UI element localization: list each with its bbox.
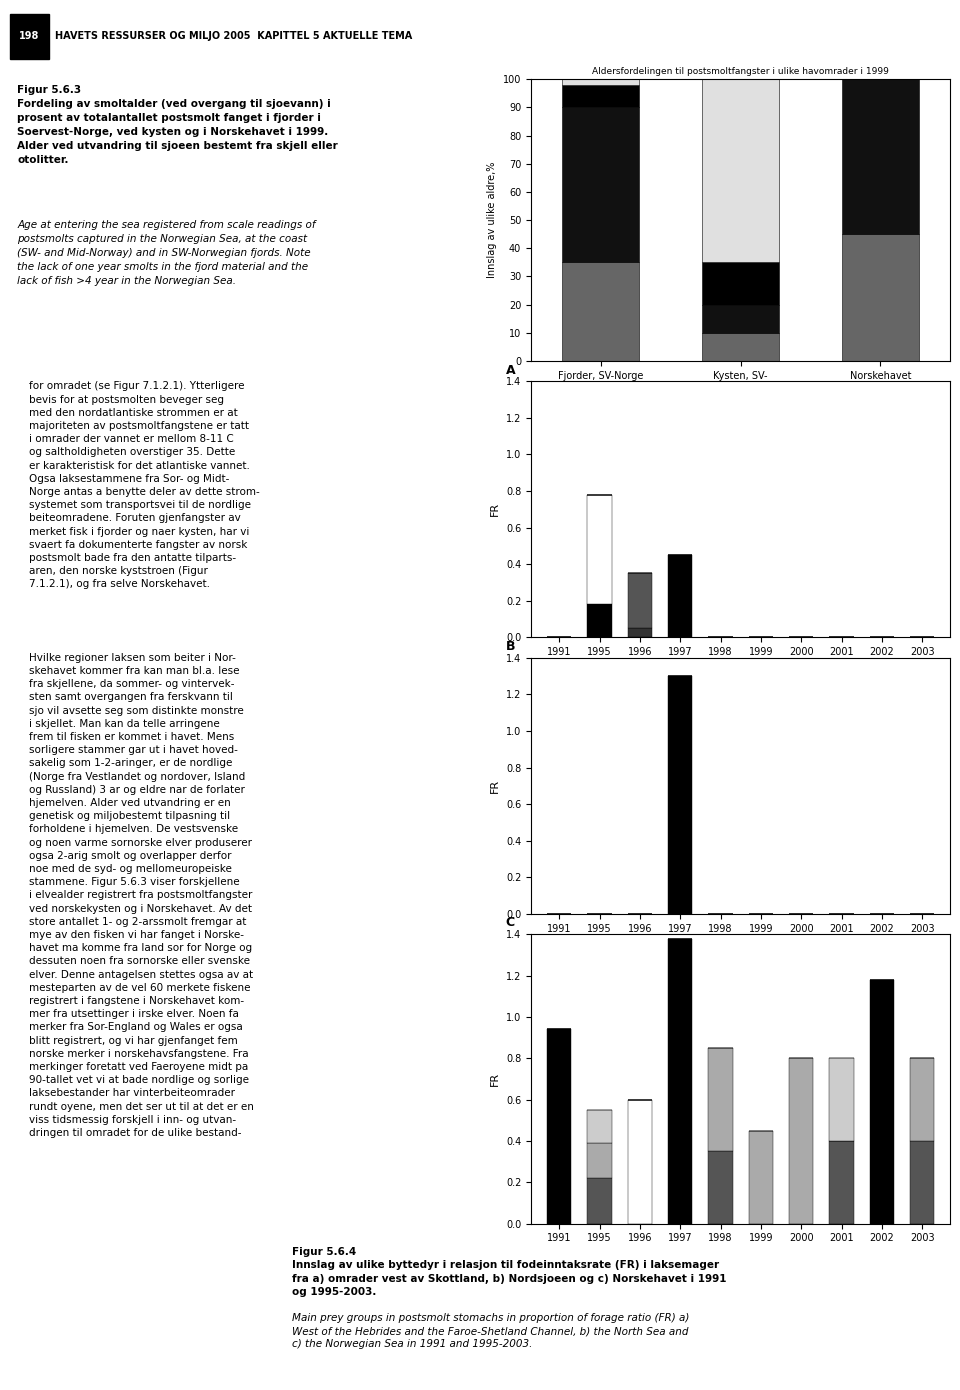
Text: 198: 198: [19, 32, 39, 42]
Bar: [588, 495, 612, 605]
Text: C: C: [506, 916, 515, 929]
Bar: [749, 1130, 773, 1223]
Y-axis label: FR: FR: [491, 1072, 500, 1086]
Bar: [588, 1111, 612, 1143]
Bar: [708, 1151, 732, 1223]
Bar: [842, 234, 919, 361]
Title: Aldersfordelingen til postsmoltfangster i ulike havomrader i 1999: Aldersfordelingen til postsmoltfangster …: [592, 67, 889, 75]
Bar: [703, 304, 780, 332]
Bar: [563, 263, 639, 361]
Bar: [789, 1058, 813, 1223]
Bar: [563, 107, 639, 263]
FancyBboxPatch shape: [10, 14, 49, 58]
Bar: [829, 1058, 853, 1141]
Bar: [842, 79, 919, 234]
Bar: [563, 85, 639, 107]
Text: HAVETS RESSURSER OG MILJO 2005  KAPITTEL 5 AKTUELLE TEMA: HAVETS RESSURSER OG MILJO 2005 KAPITTEL …: [55, 32, 412, 42]
Bar: [588, 1143, 612, 1179]
Text: for omradet (se Figur 7.1.2.1). Ytterligere
bevis for at postsmolten beveger seg: for omradet (se Figur 7.1.2.1). Ytterlig…: [29, 381, 259, 589]
Bar: [547, 1030, 571, 1223]
Legend: 5 AR, 4 AR, 3 AR, 2 AR, 1 AR: 5 AR, 4 AR, 3 AR, 2 AR, 1 AR: [959, 79, 960, 171]
Bar: [628, 573, 652, 628]
Y-axis label: Innslag av ulike aldre,%: Innslag av ulike aldre,%: [488, 161, 497, 278]
Y-axis label: FR: FR: [491, 778, 500, 792]
Bar: [588, 605, 612, 638]
Bar: [628, 1099, 652, 1223]
Text: Figur 5.6.3
Fordeling av smoltalder (ved overgang til sjoevann) i
prosent av tot: Figur 5.6.3 Fordeling av smoltalder (ved…: [17, 85, 338, 165]
Text: Hvilke regioner laksen som beiter i Nor-
skehavet kommer fra kan man bl.a. lese
: Hvilke regioner laksen som beiter i Nor-…: [29, 653, 253, 1138]
Text: B: B: [506, 641, 516, 653]
Bar: [588, 1179, 612, 1223]
Bar: [870, 980, 894, 1223]
Bar: [708, 1048, 732, 1151]
Bar: [563, 79, 639, 85]
Text: Figur 5.6.4
Innslag av ulike byttedyr i relasjon til fodeinntaksrate (FR) i laks: Figur 5.6.4 Innslag av ulike byttedyr i …: [292, 1247, 727, 1297]
Bar: [668, 676, 692, 915]
Text: A: A: [506, 364, 516, 377]
Bar: [703, 263, 780, 304]
Bar: [703, 79, 780, 263]
Bar: [703, 332, 780, 361]
Bar: [829, 1141, 853, 1223]
Bar: [628, 628, 652, 638]
Text: Main prey groups in postsmolt stomachs in proportion of forage ratio (FR) a)
Wes: Main prey groups in postsmolt stomachs i…: [292, 1314, 689, 1350]
Legend: Sild, Torskefisk, Tobis, Annen fisk, Amfipoder, Andre krepsdyr, Annet: Sild, Torskefisk, Tobis, Annen fisk, Amf…: [959, 381, 960, 488]
Bar: [668, 555, 692, 638]
Bar: [910, 1058, 934, 1141]
Y-axis label: FR: FR: [491, 502, 500, 517]
Bar: [668, 938, 692, 1223]
Text: Age at entering the sea registered from scale readings of
postsmolts captured in: Age at entering the sea registered from …: [17, 220, 316, 286]
Bar: [910, 1141, 934, 1223]
